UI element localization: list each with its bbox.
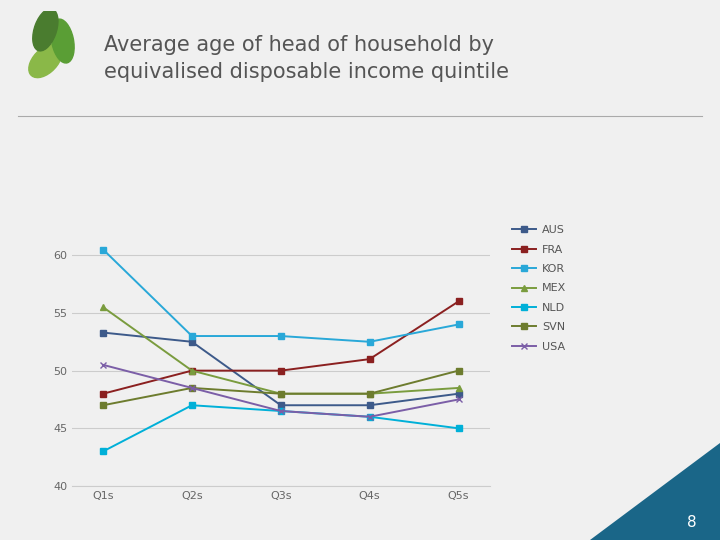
AUS: [188, 339, 197, 345]
Ellipse shape: [51, 19, 74, 63]
Ellipse shape: [29, 44, 62, 78]
FRA: [365, 356, 374, 362]
SVN: [365, 390, 374, 397]
MEX: [188, 367, 197, 374]
NLD: [99, 448, 107, 455]
Ellipse shape: [33, 9, 58, 51]
Line: USA: USA: [99, 361, 462, 420]
Polygon shape: [590, 443, 720, 540]
KOR: [454, 321, 463, 328]
USA: [276, 408, 285, 414]
KOR: [365, 339, 374, 345]
Line: SVN: SVN: [100, 368, 462, 408]
SVN: [454, 367, 463, 374]
KOR: [188, 333, 197, 339]
Text: 8: 8: [687, 515, 696, 530]
NLD: [365, 414, 374, 420]
FRA: [454, 298, 463, 305]
Text: Average age of head of household by: Average age of head of household by: [104, 35, 495, 55]
AUS: [454, 390, 463, 397]
SVN: [188, 384, 197, 391]
NLD: [188, 402, 197, 408]
Text: equivalised disposable income quintile: equivalised disposable income quintile: [104, 62, 510, 82]
KOR: [99, 246, 107, 253]
MEX: [365, 390, 374, 397]
MEX: [276, 390, 285, 397]
Line: FRA: FRA: [100, 299, 462, 396]
Line: KOR: KOR: [100, 247, 462, 345]
Line: AUS: AUS: [100, 330, 462, 408]
NLD: [454, 425, 463, 431]
USA: [365, 414, 374, 420]
NLD: [276, 408, 285, 414]
SVN: [99, 402, 107, 408]
Legend: AUS, FRA, KOR, MEX, NLD, SVN, USA: AUS, FRA, KOR, MEX, NLD, SVN, USA: [512, 225, 566, 352]
FRA: [99, 390, 107, 397]
USA: [454, 396, 463, 403]
AUS: [99, 329, 107, 336]
MEX: [99, 304, 107, 310]
SVN: [276, 390, 285, 397]
USA: [99, 362, 107, 368]
Line: MEX: MEX: [100, 305, 462, 396]
KOR: [276, 333, 285, 339]
FRA: [188, 367, 197, 374]
AUS: [365, 402, 374, 408]
USA: [188, 384, 197, 391]
AUS: [276, 402, 285, 408]
Line: NLD: NLD: [100, 402, 462, 454]
MEX: [454, 384, 463, 391]
FRA: [276, 367, 285, 374]
